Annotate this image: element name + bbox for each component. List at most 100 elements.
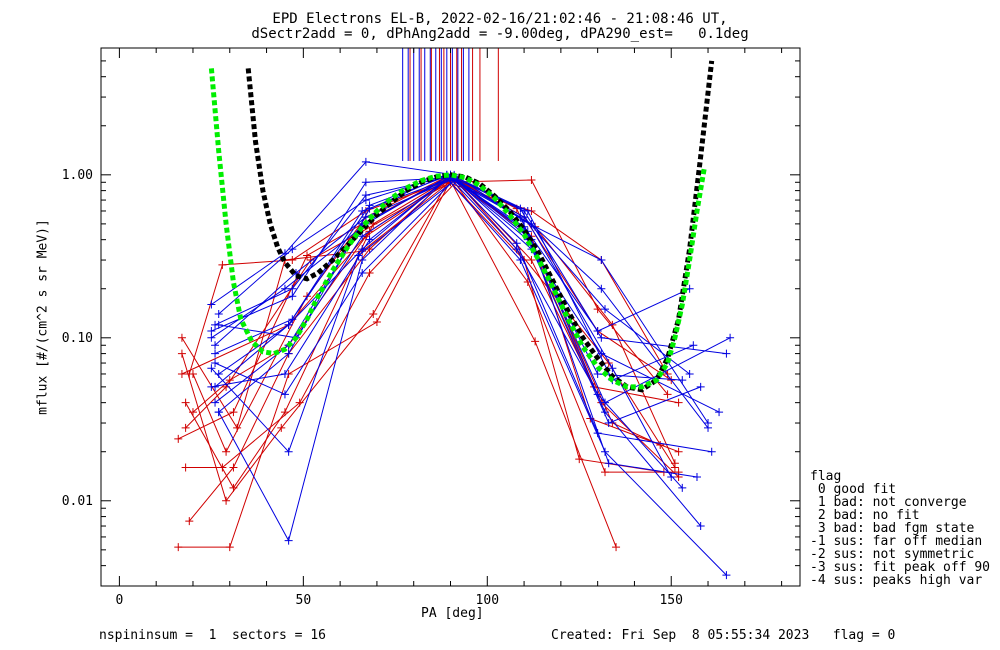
data-point xyxy=(663,390,672,399)
legend: flag 0 good fit 1 bad: not converge 2 ba… xyxy=(810,470,990,587)
legend-entry: 0 good fit xyxy=(810,482,897,497)
data-point xyxy=(207,300,216,309)
data-point xyxy=(361,191,370,200)
series-line xyxy=(218,177,727,576)
footer-right: Created: Fri Sep 8 05:55:34 2023 flag = … xyxy=(551,628,896,643)
data-point xyxy=(531,337,540,346)
fit-curves xyxy=(208,60,715,393)
legend-entry: -1 sus: far off median xyxy=(810,534,983,549)
data-point xyxy=(214,369,223,378)
data-point xyxy=(233,423,242,432)
data-point xyxy=(601,305,610,314)
data-point xyxy=(726,333,735,342)
data-point xyxy=(222,447,231,456)
data-point xyxy=(288,315,297,324)
data-point xyxy=(678,483,687,492)
data-point xyxy=(214,309,223,318)
data-point xyxy=(361,157,370,166)
series-line xyxy=(218,174,672,478)
x-tick-label: 100 xyxy=(476,593,499,608)
data-point xyxy=(214,408,223,417)
data-point xyxy=(604,419,613,428)
series-line xyxy=(185,181,664,473)
data-point xyxy=(604,459,613,468)
data-point xyxy=(696,382,705,391)
data-point xyxy=(225,376,234,385)
data-point xyxy=(674,468,683,477)
series-line xyxy=(214,175,727,355)
data-point xyxy=(277,423,286,432)
data-point xyxy=(177,369,186,378)
data-point xyxy=(211,398,220,407)
y-tick-label: 0.01 xyxy=(62,494,93,509)
data-point xyxy=(689,341,698,350)
series-line xyxy=(181,176,679,502)
data-point xyxy=(667,472,676,481)
data-point xyxy=(527,256,536,265)
data-point xyxy=(601,468,610,477)
data-point xyxy=(288,292,297,301)
data-point xyxy=(365,204,374,213)
data-point xyxy=(207,333,216,342)
data-point xyxy=(674,398,683,407)
data-point xyxy=(177,333,186,342)
x-tick-label: 0 xyxy=(115,593,123,608)
data-point xyxy=(177,349,186,358)
legend-entry: -4 sus: peaks high var xyxy=(810,573,983,588)
data-point xyxy=(358,245,367,254)
data-point xyxy=(218,260,227,269)
data-point xyxy=(288,245,297,254)
data-point xyxy=(284,349,293,358)
upper-sticks xyxy=(402,48,499,161)
data-point xyxy=(704,423,713,432)
data-point xyxy=(181,398,190,407)
x-tick-label: 150 xyxy=(659,593,682,608)
data-point xyxy=(597,284,606,293)
data-point xyxy=(211,341,220,350)
legend-entry: -2 sus: not symmetric xyxy=(810,547,975,562)
footer-left: nspininsum = 1 sectors = 16 xyxy=(99,628,326,643)
data-point xyxy=(207,327,216,336)
data-point xyxy=(358,232,367,241)
series-line xyxy=(185,179,676,468)
data-point xyxy=(229,408,238,417)
data-point xyxy=(181,423,190,432)
data-point xyxy=(608,364,617,373)
data-point xyxy=(512,239,521,248)
data-point xyxy=(593,369,602,378)
data-point xyxy=(715,408,724,417)
legend-entry: -3 sus: fit peak off 90 xyxy=(810,560,991,575)
data-point xyxy=(303,251,312,260)
data-point xyxy=(185,369,194,378)
data-point xyxy=(225,543,234,552)
data-point xyxy=(670,463,679,472)
data-point xyxy=(685,369,694,378)
data-point xyxy=(174,543,183,552)
series-line xyxy=(218,174,690,332)
data-point xyxy=(604,359,613,368)
data-point xyxy=(188,408,197,417)
data-point xyxy=(369,309,378,318)
data-point xyxy=(207,364,216,373)
data-point xyxy=(527,175,536,184)
series-line xyxy=(214,176,683,388)
data-point xyxy=(663,369,672,378)
series-line xyxy=(211,161,709,424)
data-point xyxy=(722,349,731,358)
y-tick-label: 0.10 xyxy=(62,331,93,346)
data-point xyxy=(597,256,606,265)
chart-subtitle: dSectr2add = 0, dPhAng2add = -9.00deg, d… xyxy=(251,26,749,42)
data-point xyxy=(218,463,227,472)
data-point xyxy=(722,571,731,580)
data-point xyxy=(229,463,238,472)
data-point xyxy=(358,206,367,215)
data-point xyxy=(284,320,293,329)
y-tick-label: 1.00 xyxy=(62,168,93,183)
series-line xyxy=(188,177,676,468)
data-point xyxy=(280,390,289,399)
data-point xyxy=(284,447,293,456)
data-point xyxy=(608,320,617,329)
y-axis-label: mflux [#/(cm^2 s sr MeV)] xyxy=(35,219,51,415)
data-point xyxy=(601,398,610,407)
